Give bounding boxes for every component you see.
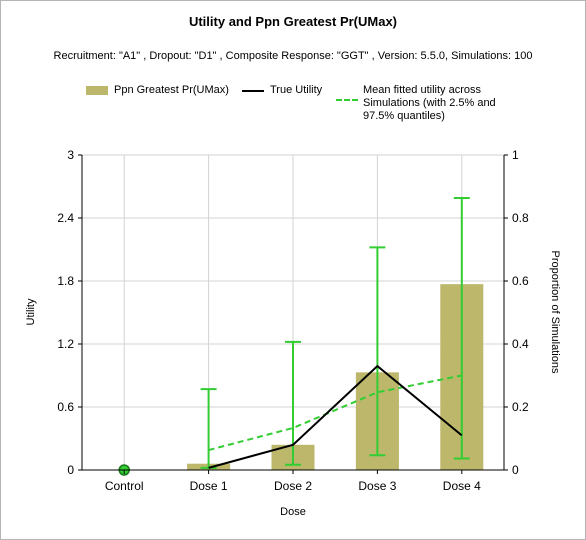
legend-fitted-label-line-3: 97.5% quantiles)	[363, 110, 445, 122]
axis-labels: Dose Utility Proportion of Simulations	[25, 251, 561, 518]
y-axis-label: Utility	[25, 298, 37, 325]
x-tick-label: Dose 1	[190, 479, 228, 493]
legend-true-swatch	[242, 90, 264, 92]
chart-title: Utility and Ppn Greatest Pr(UMax)	[188, 14, 398, 29]
y-tick-label: 1.8	[57, 274, 74, 288]
y-tick-label: 0.6	[57, 400, 74, 414]
chart-subtitle: Recruitment: "A1" , Dropout: "D1" , Comp…	[53, 50, 533, 62]
y2-tick-label: 1	[512, 148, 519, 162]
y-tick-label: 1.2	[57, 337, 74, 351]
legend-fitted-swatch	[336, 99, 358, 101]
axes: 0 0.6 1.2 1.8 2.4 3 0 0.2 0.4 0.6 0.8 1 Control Dose …	[57, 148, 529, 493]
x-tick-label: Dose 2	[274, 479, 312, 493]
x-axis-label: Dose	[280, 506, 306, 518]
x-tick-label: Dose 4	[443, 479, 481, 493]
true-utility-line	[208, 364, 463, 469]
error-bar-series	[200, 197, 470, 469]
legend-bar-label: Ppn Greatest Pr(UMax)	[114, 84, 229, 96]
legend-fitted-label-line-1: Mean fitted utility across	[363, 84, 481, 96]
fitted-utility-line	[208, 374, 462, 452]
legend-true-label: True Utility	[270, 84, 323, 96]
y2-axis-label: Proportion of Simulations	[549, 251, 561, 374]
x-tick-label: Control	[105, 479, 144, 493]
chart-legend: Ppn Greatest Pr(UMax) True Utility Mean …	[0, 84, 586, 124]
legend-fitted-label-line-2: Simulations (with 2.5% and	[363, 97, 496, 109]
y2-tick-label: 0.4	[512, 337, 529, 351]
y-tick-label: 2.4	[57, 211, 74, 225]
x-tick-label: Dose 3	[358, 479, 396, 493]
y2-tick-label: 0	[512, 463, 519, 477]
y-tick-label: 3	[67, 148, 74, 162]
y2-tick-label: 0.6	[512, 274, 529, 288]
legend-bar-swatch	[86, 86, 108, 95]
y-tick-label: 0	[67, 463, 74, 477]
bar-series	[187, 284, 484, 470]
y2-tick-label: 0.2	[512, 400, 529, 414]
y2-tick-label: 0.8	[512, 211, 529, 225]
